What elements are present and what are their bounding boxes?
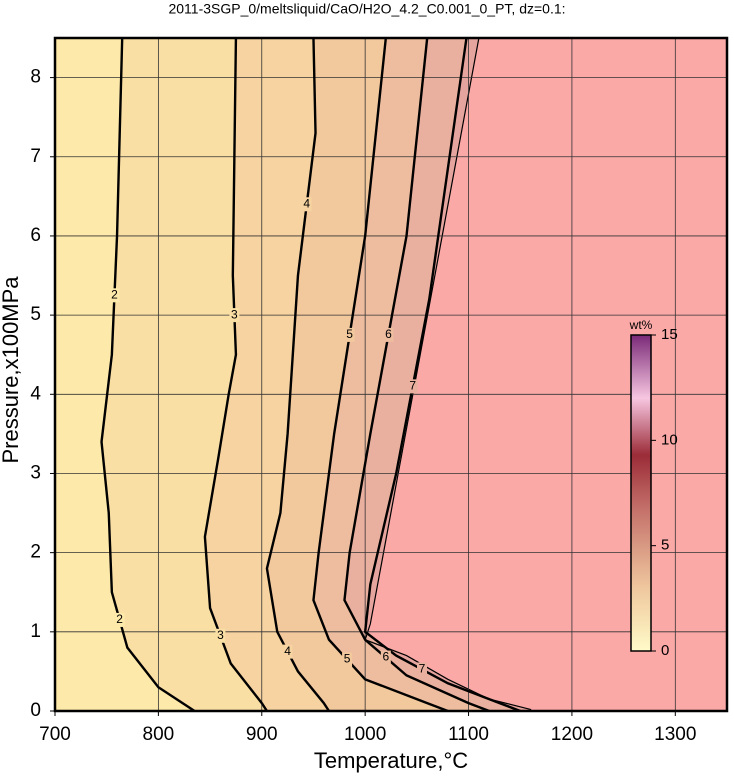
contour-label: 5 — [346, 327, 353, 341]
y-tick-label: 2 — [30, 542, 41, 563]
y-tick-label: 8 — [30, 67, 41, 88]
contour-label: 3 — [231, 307, 238, 321]
colorbar-tick-label: 5 — [661, 537, 669, 554]
x-tick-label: 800 — [143, 724, 175, 745]
colorbar-tick-label: 15 — [661, 326, 678, 343]
y-tick-label: 4 — [30, 383, 41, 404]
boundary-line — [364, 38, 532, 711]
contour-label: 2 — [116, 612, 123, 626]
x-tick-label: 1300 — [654, 724, 696, 745]
x-tick-label: 1100 — [448, 724, 489, 745]
contour-label: 6 — [382, 650, 389, 664]
axes: 700 800 900 1000 1100 1200 1300 0 1 2 3 4 5 6 7 8 wt% 0 5 1… — [30, 36, 729, 745]
contour-label-bg — [383, 327, 394, 342]
contour-label-bg — [417, 662, 428, 677]
contour-label: 7 — [419, 662, 426, 676]
y-tick-label: 0 — [30, 700, 41, 721]
contour-label: 5 — [344, 652, 351, 666]
contour-label-bg — [380, 650, 391, 665]
y-tick-label: 3 — [30, 462, 41, 483]
chart-title: 2011-3SGP_0/meltsliquid/CaO/H2O_4.2_C0.0… — [168, 1, 565, 17]
contour-line — [343, 38, 490, 711]
contour-label: 7 — [409, 379, 416, 393]
contour-label-bg — [229, 308, 240, 323]
x-axis-label: Temperature,°C — [314, 748, 468, 773]
y-tick-label: 6 — [30, 225, 41, 246]
contour-label: 2 — [111, 287, 118, 301]
colorbar-tick-label: 0 — [661, 642, 669, 659]
x-tick-label: 1200 — [551, 724, 593, 745]
contour-label: 3 — [217, 628, 224, 642]
contour-label-bg — [215, 628, 226, 643]
y-tick-label: 7 — [30, 146, 41, 167]
contour-band — [55, 38, 195, 711]
contour-label: 4 — [303, 196, 310, 210]
x-tick-label: 1000 — [344, 724, 386, 745]
contour-label: 6 — [385, 327, 392, 341]
contour-line — [363, 38, 521, 711]
y-axis-label: Pressure,x100MPa — [0, 276, 23, 464]
colorbar-tick-label: 10 — [661, 431, 678, 448]
contour-line — [100, 38, 196, 711]
colorbar-label: wt% — [629, 318, 653, 332]
contour-label-bg — [282, 644, 293, 659]
contour-label-bg — [344, 327, 355, 342]
contour-label-bg — [114, 612, 125, 627]
plot-frame — [53, 36, 729, 713]
x-tick-label: 700 — [39, 724, 71, 745]
y-tick-label: 5 — [30, 304, 41, 325]
contour-line — [312, 38, 449, 711]
contour-label: 4 — [284, 644, 291, 658]
contour-label-bg — [109, 288, 120, 303]
contour-label-bg — [407, 379, 418, 394]
plot-area: 7 7 6 6 5 5 4 4 3 3 2 2 — [55, 38, 727, 711]
y-tick-label: 1 — [30, 621, 41, 642]
contour-label-bg — [342, 652, 353, 667]
x-tick-label: 900 — [246, 724, 278, 745]
contour-label-bg — [301, 197, 312, 212]
colorbar — [630, 334, 652, 652]
